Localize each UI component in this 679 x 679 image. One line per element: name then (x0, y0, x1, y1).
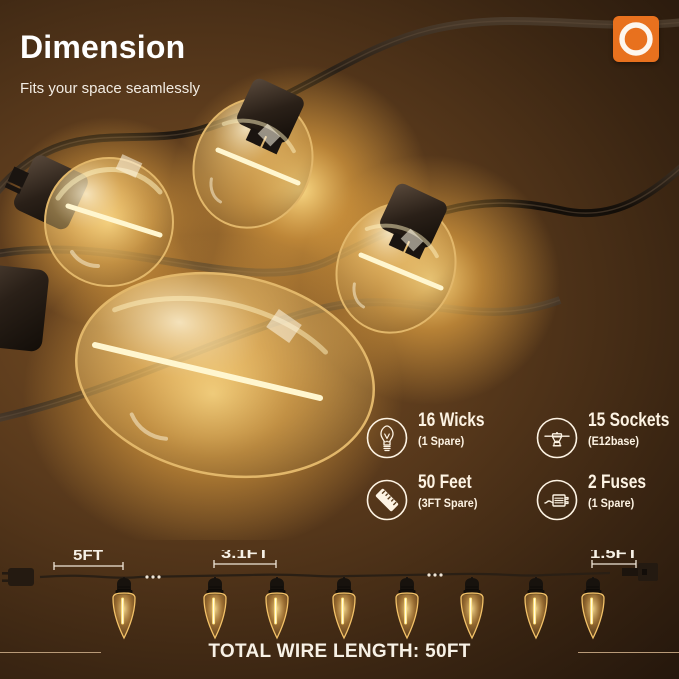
svg-text:5FT: 5FT (73, 550, 103, 564)
svg-text:1.5FT: 1.5FT (590, 550, 638, 562)
svg-text:3.1FT: 3.1FT (221, 550, 269, 562)
